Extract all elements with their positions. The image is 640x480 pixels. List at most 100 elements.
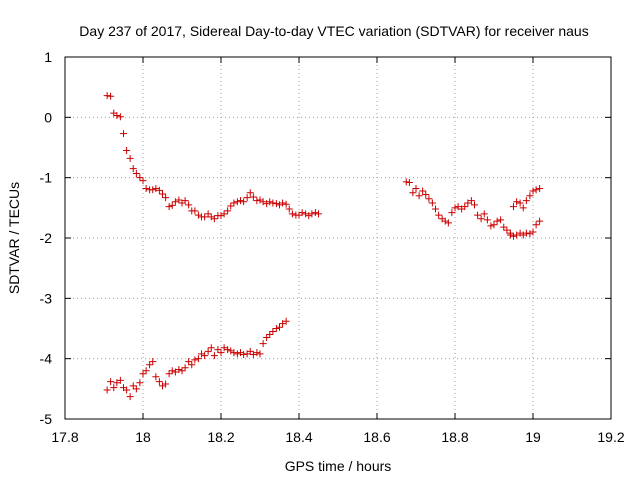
- data-point: [159, 382, 166, 390]
- data-point: [464, 199, 472, 207]
- data-point: [224, 346, 232, 354]
- data-point: [448, 209, 456, 217]
- x-tick-label: 19: [525, 429, 541, 445]
- data-point: [240, 198, 248, 206]
- data-point: [185, 358, 193, 366]
- data-point: [120, 130, 127, 138]
- data-point: [175, 366, 183, 374]
- data-point: [198, 350, 205, 358]
- data-point: [412, 185, 420, 193]
- data-point: [526, 192, 534, 200]
- data-point: [471, 201, 478, 209]
- data-point: [536, 217, 544, 225]
- data-point: [500, 223, 508, 231]
- data-point: [532, 186, 540, 194]
- data-point: [136, 379, 144, 387]
- data-point: [171, 368, 179, 376]
- data-point: [490, 221, 498, 229]
- data-point: [259, 340, 267, 348]
- data-point: [487, 222, 495, 230]
- data-point: [210, 352, 218, 360]
- data-point: [136, 174, 144, 182]
- data-point: [110, 384, 118, 392]
- data-point: [224, 207, 232, 215]
- chart-title: Day 237 of 2017, Sidereal Day-to-day VTE…: [79, 23, 588, 39]
- y-axis-label: SDTVAR / TECUs: [6, 182, 22, 294]
- data-point: [113, 379, 121, 387]
- data-point: [132, 169, 140, 177]
- data-point: [227, 202, 235, 210]
- data-point: [480, 210, 488, 218]
- data-point: [298, 209, 306, 217]
- data-point: [207, 213, 215, 221]
- data-point: [519, 231, 527, 239]
- data-point: [510, 203, 517, 211]
- data-point: [129, 165, 137, 173]
- data-point: [493, 217, 501, 225]
- data-point: [279, 320, 287, 328]
- data-point: [409, 189, 417, 197]
- data-point: [263, 200, 271, 208]
- data-point: [269, 199, 277, 207]
- data-point: [152, 373, 160, 381]
- data-point: [139, 177, 147, 185]
- data-point: [510, 232, 517, 240]
- data-point: [107, 92, 115, 100]
- data-point: [249, 350, 257, 358]
- grid-lines: [65, 57, 611, 419]
- data-point: [194, 211, 202, 219]
- data-point: [233, 350, 241, 358]
- data-point: [454, 203, 462, 211]
- data-point: [279, 199, 287, 207]
- data-point: [288, 210, 296, 218]
- data-point: [285, 205, 293, 213]
- data-point: [308, 210, 316, 218]
- data-point: [246, 347, 254, 355]
- data-point: [171, 198, 179, 206]
- data-point: [315, 210, 322, 218]
- data-point: [506, 231, 514, 239]
- data-point: [233, 198, 241, 206]
- data-point: [451, 204, 459, 212]
- data-point: [123, 147, 131, 155]
- data-point: [194, 355, 202, 363]
- y-tick-label: -5: [40, 411, 53, 427]
- data-point: [272, 325, 280, 332]
- data-point: [276, 201, 283, 209]
- data-point: [276, 323, 283, 331]
- data-point: [149, 358, 157, 366]
- data-point: [103, 92, 111, 100]
- data-point: [188, 361, 196, 369]
- data-point: [483, 216, 491, 224]
- data-point: [204, 210, 212, 218]
- y-tick-label: -2: [40, 230, 53, 246]
- data-point: [227, 347, 235, 355]
- data-point: [103, 386, 111, 394]
- x-tick-label: 17.8: [51, 429, 78, 445]
- data-points: [103, 92, 544, 401]
- data-point: [259, 198, 267, 206]
- data-point: [155, 186, 163, 194]
- data-point: [155, 378, 163, 386]
- y-tick-label: -4: [40, 351, 53, 367]
- data-point: [253, 197, 261, 205]
- data-point: [207, 344, 215, 352]
- data-point: [217, 212, 225, 220]
- data-point: [415, 192, 423, 200]
- data-point: [529, 187, 537, 195]
- data-point: [237, 349, 244, 357]
- data-point: [178, 367, 186, 375]
- x-axis-label: GPS time / hours: [285, 458, 392, 474]
- data-point: [201, 213, 209, 221]
- data-point: [159, 190, 166, 198]
- data-point: [237, 197, 244, 205]
- data-point: [107, 378, 115, 386]
- data-point: [422, 191, 430, 199]
- data-point: [240, 350, 248, 358]
- data-point: [165, 203, 173, 211]
- data-point: [305, 212, 313, 220]
- data-point: [162, 194, 170, 202]
- data-point: [522, 197, 530, 205]
- x-tick-label: 19.2: [597, 429, 624, 445]
- data-point: [522, 229, 530, 237]
